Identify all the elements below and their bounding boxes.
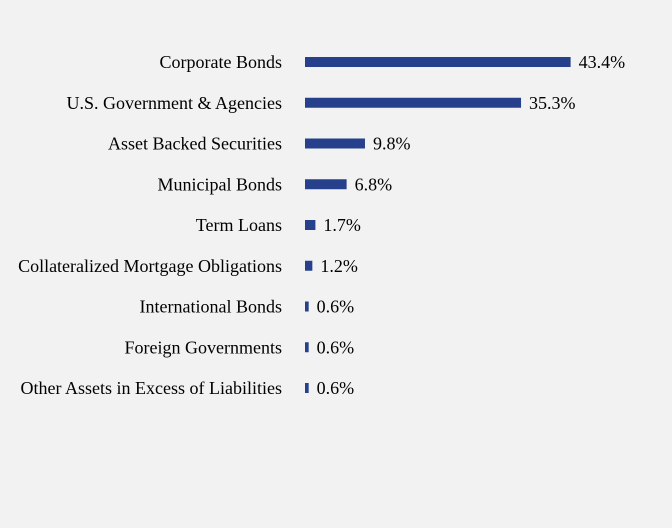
bar bbox=[305, 179, 347, 190]
category-label: Other Assets in Excess of Liabilities bbox=[21, 378, 282, 398]
bars bbox=[305, 57, 571, 393]
category-labels: Corporate Bonds U.S. Government & Agencie… bbox=[18, 52, 282, 398]
category-label: U.S. Government & Agencies bbox=[67, 93, 282, 113]
value-label: 1.2% bbox=[320, 256, 358, 276]
value-label: 6.8% bbox=[355, 174, 393, 194]
bar bbox=[305, 301, 309, 312]
value-labels: 43.4% 35.3% 9.8% 6.8% 1.7% 1.2% 0.6% 0.6% 0.6% bbox=[317, 52, 625, 398]
bar bbox=[305, 260, 313, 271]
category-label: Municipal Bonds bbox=[158, 174, 283, 194]
category-label: Corporate Bonds bbox=[160, 52, 282, 72]
value-label: 0.6% bbox=[317, 378, 355, 398]
category-label: Asset Backed Securities bbox=[108, 134, 282, 154]
value-label: 0.6% bbox=[317, 337, 355, 357]
value-label: 0.6% bbox=[317, 297, 355, 317]
bar bbox=[305, 138, 365, 149]
bar bbox=[305, 57, 571, 67]
category-label: Collateralized Mortgage Obligations bbox=[18, 256, 282, 276]
bar bbox=[305, 383, 309, 393]
bar bbox=[305, 97, 522, 108]
value-label: 1.7% bbox=[323, 215, 361, 235]
bar bbox=[305, 342, 309, 353]
category-label: Term Loans bbox=[196, 215, 282, 235]
category-label: International Bonds bbox=[140, 297, 282, 317]
value-label: 35.3% bbox=[529, 93, 576, 113]
category-label: Foreign Governments bbox=[125, 337, 282, 357]
value-label: 9.8% bbox=[373, 134, 411, 154]
bar bbox=[305, 220, 316, 230]
value-label: 43.4% bbox=[579, 52, 626, 72]
